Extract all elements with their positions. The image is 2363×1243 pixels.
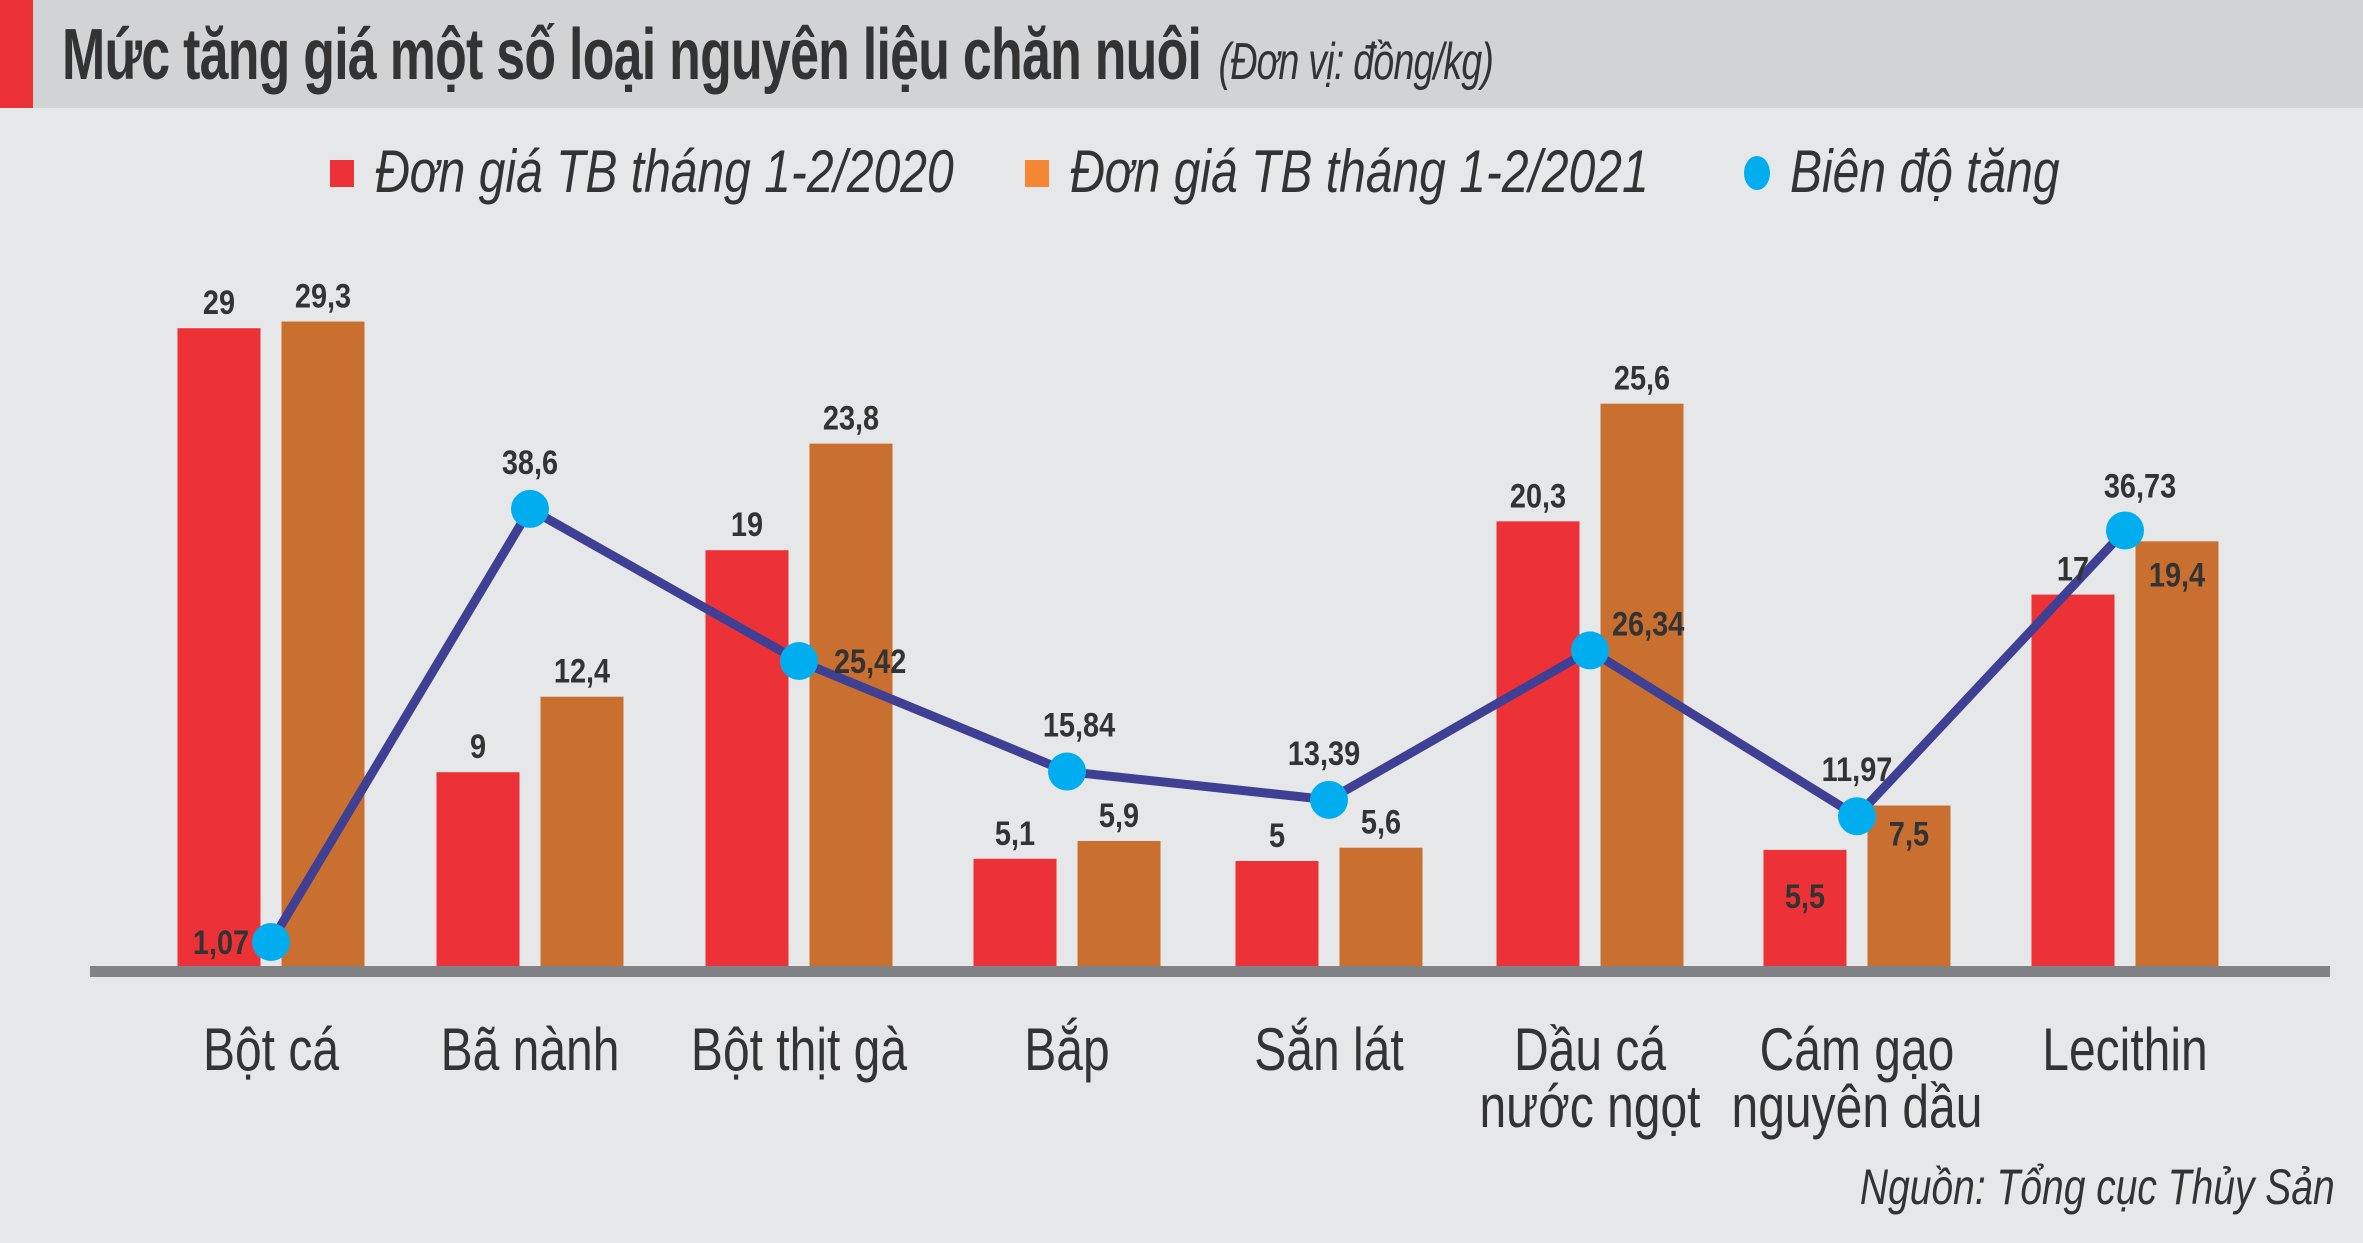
line-point xyxy=(511,489,549,528)
title-text: Mức tăng giá một số loại nguyên liệu chă… xyxy=(62,15,1202,95)
data-label-2020: 20,3 xyxy=(1510,476,1566,515)
line-point xyxy=(780,642,818,681)
line-point xyxy=(1310,780,1348,819)
data-label-bien-do: 1,07 xyxy=(193,923,249,962)
title-bar: Mức tăng giá một số loại nguyên liệu chă… xyxy=(0,0,2363,108)
data-label-bien-do: 15,84 xyxy=(1043,705,1116,744)
category-label: Bã nành xyxy=(441,1016,620,1083)
line-point xyxy=(1048,752,1086,791)
bar-2020 xyxy=(973,858,1057,972)
data-label-2021: 25,6 xyxy=(1614,358,1670,397)
bar-2021 xyxy=(540,696,624,972)
legend-swatch-2 xyxy=(1025,160,1049,187)
title-accent-stripe xyxy=(0,0,33,108)
line-point xyxy=(252,923,290,961)
data-label-2021: 23,8 xyxy=(823,398,879,437)
unit-label: (Đơn vị: đồng/kg) xyxy=(1218,33,1494,91)
bar-2021 xyxy=(281,321,365,972)
data-label-2020: 19 xyxy=(731,505,763,544)
data-label-2021: 19,4 xyxy=(2149,555,2206,594)
data-label-bien-do: 13,39 xyxy=(1288,734,1360,773)
data-label-bien-do: 11,97 xyxy=(1822,750,1893,789)
category-label: Bắp xyxy=(1024,1016,1109,1083)
data-label-2020: 5,1 xyxy=(995,814,1035,853)
data-label-2020: 17 xyxy=(2057,549,2089,588)
category-label: nguyên dầu xyxy=(1732,1073,1983,1140)
category-label: Bột thịt gà xyxy=(691,1016,908,1083)
bar-2021 xyxy=(1867,805,1951,972)
legend-label-2: Đơn giá TB tháng 1-2/2021 xyxy=(1070,138,1649,205)
data-label-2021: 12,4 xyxy=(554,651,611,690)
category-label: Lecithin xyxy=(2042,1016,2207,1083)
bar-2021 xyxy=(809,443,893,972)
category-label: Dầu cá xyxy=(1514,1016,1667,1083)
line-point xyxy=(1838,797,1876,836)
data-label-2020: 9 xyxy=(470,727,486,766)
bar-2021 xyxy=(2135,541,2219,972)
data-label-bien-do: 26,34 xyxy=(1612,604,1685,643)
category-label: Bột cá xyxy=(203,1016,340,1083)
source-note: Nguồn: Tổng cục Thủy Sản xyxy=(1860,1159,2335,1215)
bar-2020 xyxy=(1235,861,1319,972)
chart-title: Mức tăng giá một số loại nguyên liệu chă… xyxy=(62,14,1494,96)
bar-2021 xyxy=(1077,841,1161,972)
data-label-2020: 29 xyxy=(203,283,235,322)
category-label: Cám gạo xyxy=(1760,1016,1955,1083)
data-label-2021: 5,9 xyxy=(1099,796,1139,835)
bar-2020 xyxy=(1763,849,1847,972)
line-bien-do-tang xyxy=(267,504,2129,945)
bar-2020 xyxy=(436,772,520,972)
data-label-2021: 5,6 xyxy=(1361,802,1401,841)
data-label-2021: 7,5 xyxy=(1889,814,1929,853)
category-label: nước ngọt xyxy=(1479,1073,1700,1140)
legend-label-3: Biên độ tăng xyxy=(1790,138,2060,205)
data-label-bien-do: 25,42 xyxy=(834,642,906,681)
legend-label-1: Đơn giá TB tháng 1-2/2020 xyxy=(375,138,954,205)
data-label-2020: 5,5 xyxy=(1785,877,1825,916)
data-label-bien-do: 36,73 xyxy=(2104,466,2176,505)
data-label-2021: 29,3 xyxy=(295,276,351,315)
x-axis-line xyxy=(90,966,2330,977)
legend-swatch-1 xyxy=(330,160,354,187)
legend-swatch-3 xyxy=(1744,156,1770,190)
data-label-2020: 5 xyxy=(1269,816,1285,855)
line-point xyxy=(2106,511,2144,550)
category-label: Sắn lát xyxy=(1254,1016,1403,1083)
bar-2020 xyxy=(177,328,261,972)
bar-2020 xyxy=(1496,521,1580,972)
line-point xyxy=(1571,631,1609,670)
data-label-bien-do: 38,6 xyxy=(502,443,558,482)
bar-2020 xyxy=(2031,594,2115,972)
bar-2021 xyxy=(1339,847,1423,972)
